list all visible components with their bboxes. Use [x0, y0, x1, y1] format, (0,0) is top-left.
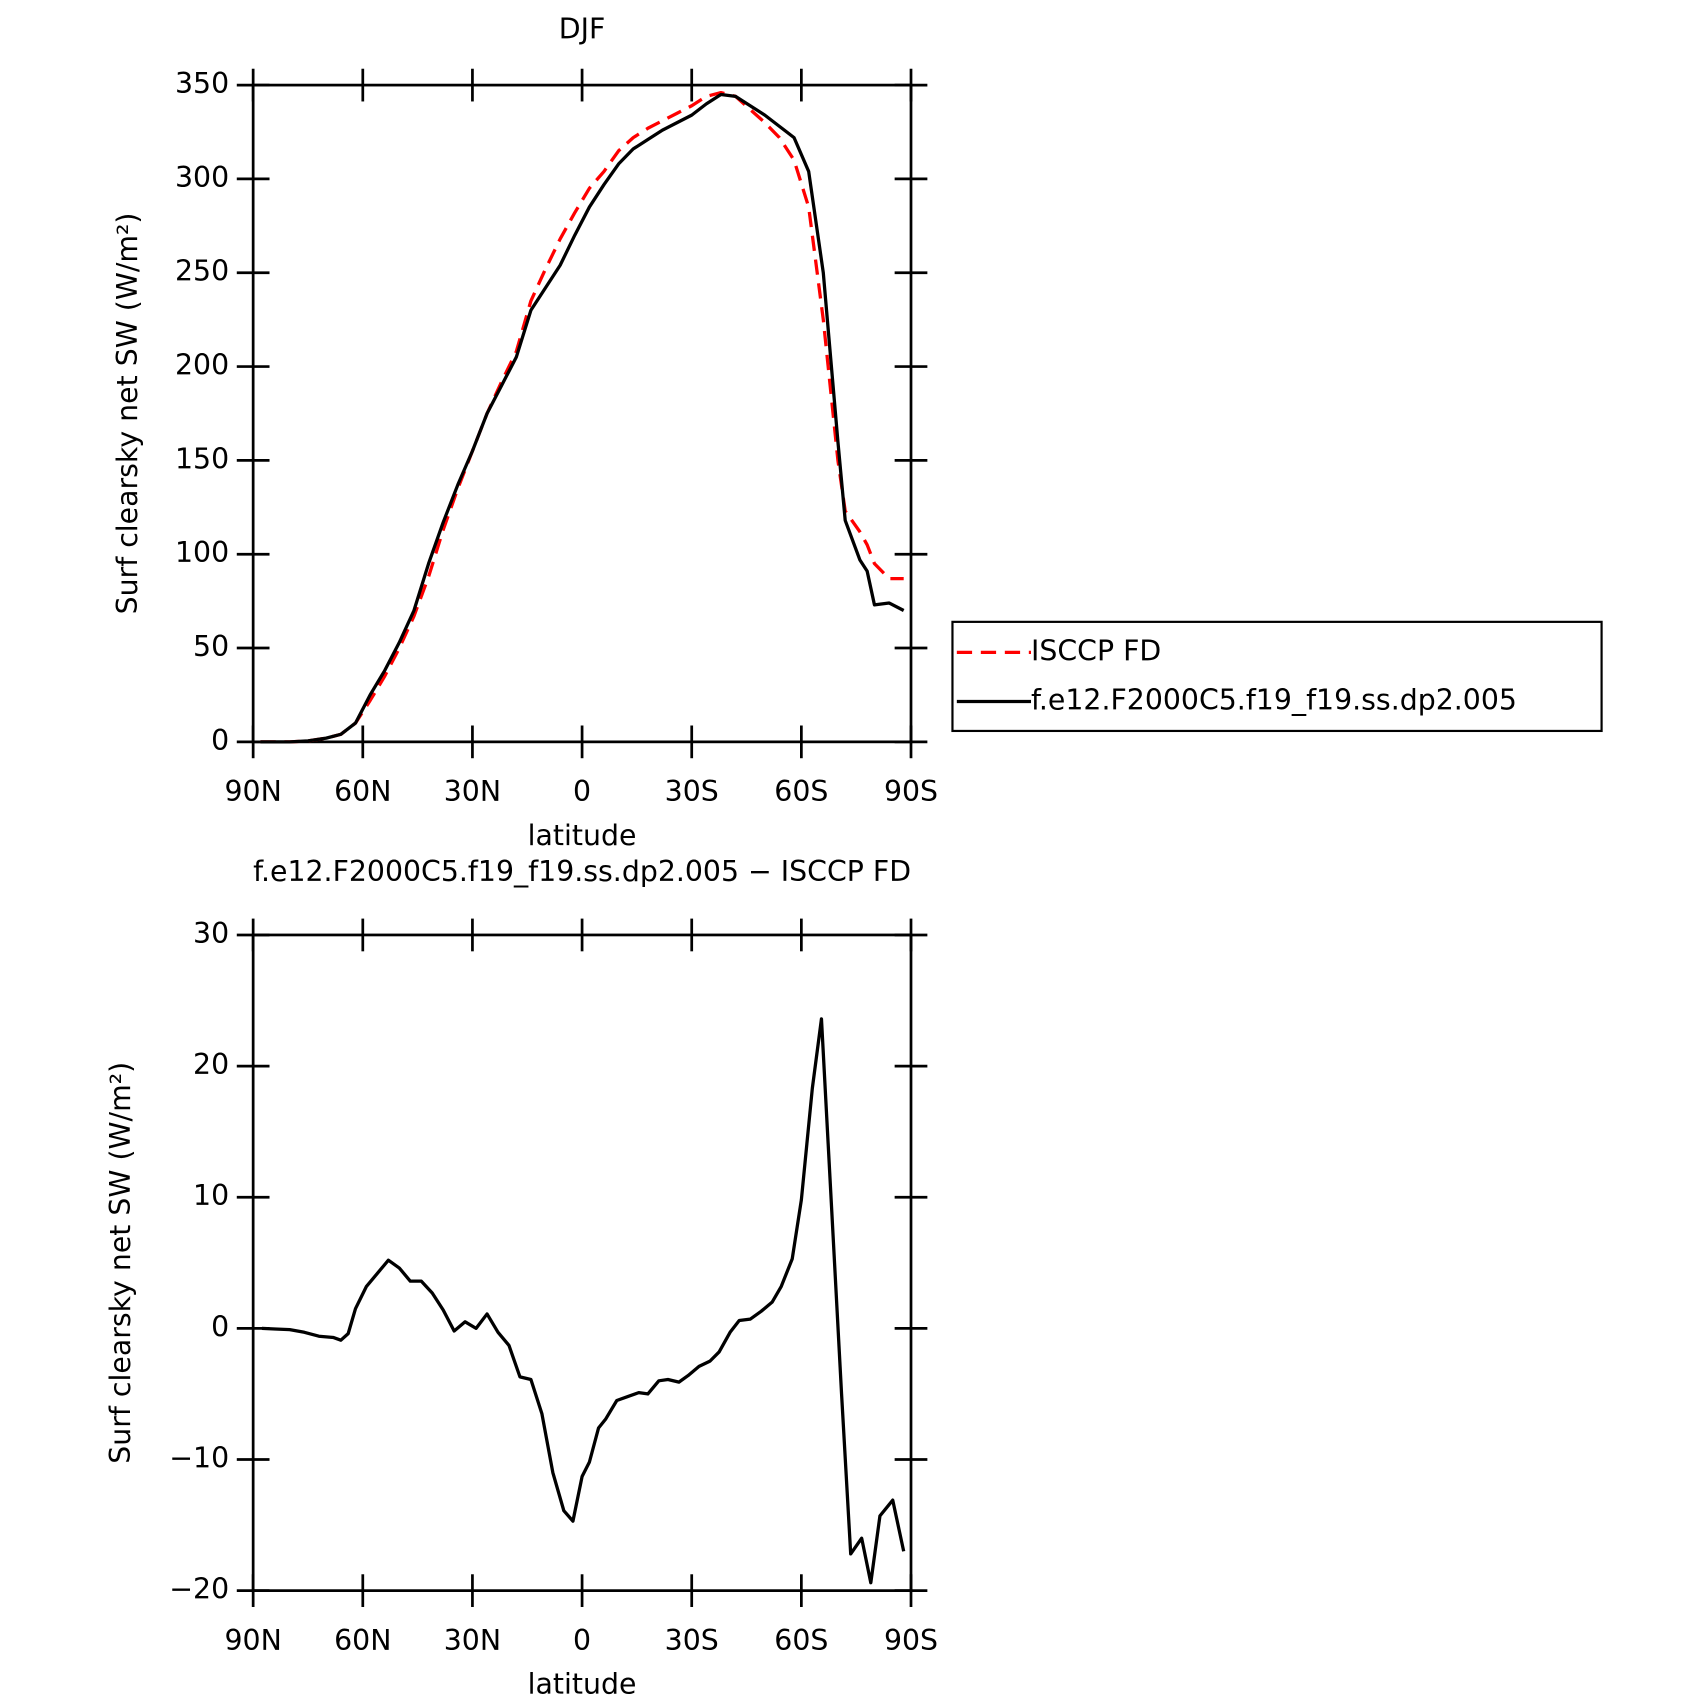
- y-tick-label: 0: [211, 724, 229, 757]
- y-tick-label: 10: [193, 1179, 229, 1212]
- y-tick-label: 350: [175, 67, 229, 100]
- x-tick-label: 0: [573, 1624, 591, 1657]
- x-tick-label: 60S: [774, 1624, 828, 1657]
- plot-frame: [251, 83, 913, 744]
- y-tick-label: 250: [175, 255, 229, 288]
- data-line: [260, 92, 905, 744]
- x-tick-label: 30N: [444, 1624, 501, 1657]
- y-tick-label: 20: [193, 1048, 229, 1081]
- legend-box: [951, 620, 1603, 733]
- data-line: [261, 1017, 906, 1585]
- x-tick-label: 30S: [665, 775, 719, 808]
- legend-label: ISCCP FD: [1031, 634, 1161, 667]
- y-axis-label: Surf clearsky net SW (W/m²): [104, 1062, 137, 1464]
- y-tick-label: 100: [175, 536, 229, 569]
- x-tick-label: 60N: [334, 1624, 391, 1657]
- y-axis-label: Surf clearsky net SW (W/m²): [111, 213, 144, 615]
- x-tick-label: 90S: [884, 775, 938, 808]
- legend-label: f.e12.F2000C5.f19_f19.ss.dp2.005: [1031, 683, 1517, 716]
- chart-title: DJF: [559, 13, 606, 46]
- x-tick-label: 0: [573, 775, 591, 808]
- x-tick-label: 30S: [665, 1624, 719, 1657]
- x-tick-label: 90N: [224, 775, 281, 808]
- y-tick-label: 0: [211, 1310, 229, 1343]
- y-tick-label: 300: [175, 161, 229, 194]
- x-axis-label: latitude: [528, 1668, 637, 1701]
- y-tick-label: 30: [193, 917, 229, 950]
- y-tick-label: 200: [175, 349, 229, 382]
- y-tick-label: 150: [175, 442, 229, 475]
- x-tick-label: 90S: [884, 1624, 938, 1657]
- x-tick-label: 60N: [334, 775, 391, 808]
- y-tick-label: 50: [193, 630, 229, 663]
- x-tick-label: 60S: [774, 775, 828, 808]
- y-tick-label: −10: [169, 1441, 229, 1474]
- x-axis-label: latitude: [528, 819, 637, 852]
- x-tick-label: 30N: [444, 775, 501, 808]
- chart-title: f.e12.F2000C5.f19_f19.ss.dp2.005 − ISCCP…: [253, 855, 911, 888]
- data-line: [260, 90, 904, 744]
- plot-frame: [251, 933, 913, 1592]
- x-tick-label: 90N: [224, 1624, 281, 1657]
- y-tick-label: −20: [169, 1573, 229, 1606]
